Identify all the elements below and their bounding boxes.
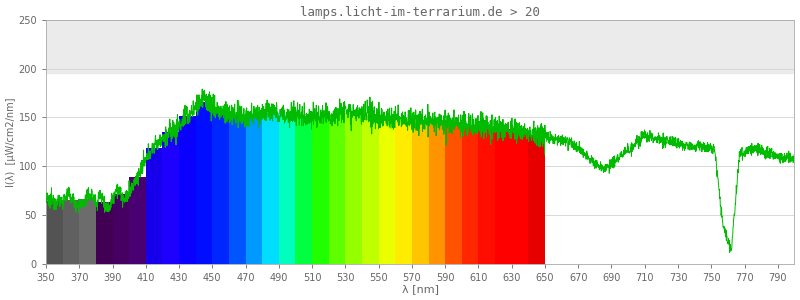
Bar (429, 121, 445, 264)
Bar (262, 113, 279, 264)
Bar (412, 121, 429, 264)
Bar (46, 20, 794, 74)
Bar (279, 115, 295, 264)
Bar (346, 113, 362, 264)
Bar (96, 202, 113, 264)
Bar (512, 131, 528, 264)
Bar (113, 194, 129, 264)
Bar (478, 127, 495, 264)
Bar (179, 116, 196, 264)
Bar (362, 115, 378, 264)
Title: lamps.licht-im-terrarium.de > 20: lamps.licht-im-terrarium.de > 20 (300, 6, 540, 19)
Bar (212, 111, 229, 264)
Bar (395, 119, 412, 264)
Bar (378, 118, 395, 264)
Bar (445, 124, 462, 264)
Bar (495, 129, 512, 264)
Bar (462, 124, 478, 264)
Bar (146, 148, 162, 264)
Bar (246, 115, 262, 264)
Bar (229, 116, 246, 264)
Bar (312, 116, 329, 264)
X-axis label: λ [nm]: λ [nm] (402, 284, 438, 294)
Y-axis label: I(λ)  [µW/cm2/nm]: I(λ) [µW/cm2/nm] (6, 97, 15, 187)
Bar (79, 199, 96, 264)
Bar (46, 201, 62, 264)
Bar (62, 200, 79, 264)
Bar (295, 116, 312, 264)
Bar (329, 114, 346, 264)
Bar (162, 132, 179, 264)
Bar (528, 135, 545, 264)
Bar (196, 102, 212, 264)
Bar (129, 177, 146, 264)
